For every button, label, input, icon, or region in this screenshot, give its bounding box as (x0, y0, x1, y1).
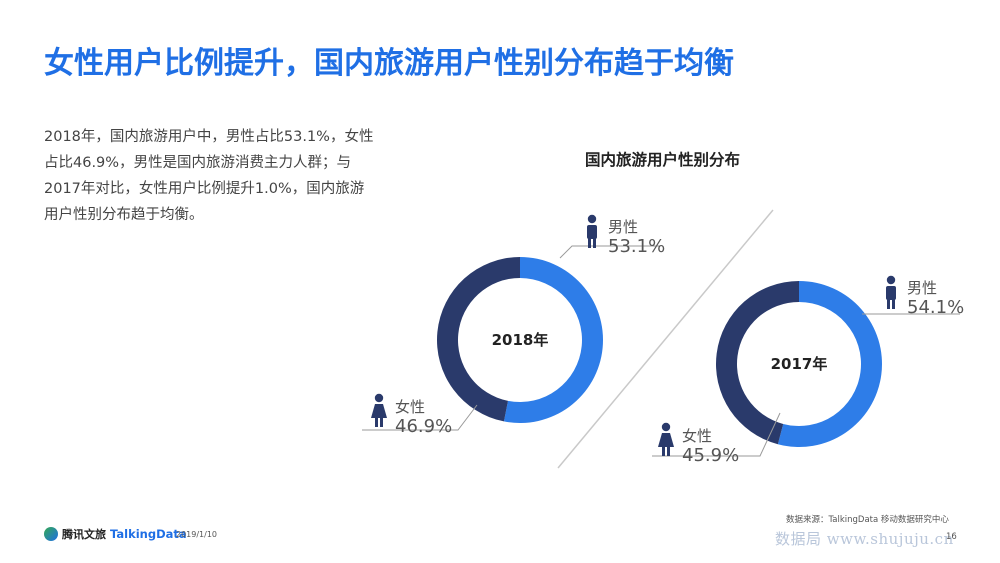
watermark: 数据局 www.shujuju.cn (775, 530, 954, 548)
description-text: 2018年，国内旅游用户中，男性占比53.1%，女性占比46.9%，男性是国内旅… (44, 129, 374, 223)
leader-line-female-1 (652, 412, 781, 457)
tencent-travel-logo: 腾讯文旅 (44, 526, 106, 542)
gender-name-female-0: 女性 (395, 398, 425, 416)
male-person-icon (587, 214, 597, 248)
logo-text: 腾讯文旅 (62, 528, 106, 541)
donut-slice-male-0 (503, 257, 603, 423)
talkingdata-logo: TalkingData (110, 527, 187, 541)
donut-year-label-1: 2017年 (771, 355, 828, 373)
female-person-icon (658, 422, 674, 456)
footer-date: 2019/1/10 (176, 530, 218, 539)
gender-pct-female-1: 45.9% (682, 445, 739, 466)
leader-line-female-0 (362, 404, 478, 431)
data-source: 数据来源：TalkingData 移动数据研究中心 (786, 515, 949, 525)
page-number: 16 (946, 532, 957, 542)
gender-pct-male-0: 53.1% (608, 236, 665, 257)
gender-pct-male-1: 54.1% (907, 297, 964, 318)
leader-line-male-0 (559, 245, 660, 259)
donut-slice-male-1 (777, 281, 883, 448)
page-title: 女性用户比例提升，国内旅游用户性别分布趋于均衡 (44, 46, 734, 81)
gender-name-male-0: 男性 (608, 218, 638, 236)
gender-name-male-1: 男性 (907, 279, 937, 297)
gender-pct-female-0: 46.9% (395, 416, 452, 437)
male-person-icon (886, 275, 896, 309)
donut-slice-female-1 (716, 281, 799, 445)
gender-name-female-1: 女性 (682, 427, 712, 445)
donut-slice-female-0 (437, 257, 520, 422)
logo-icon (44, 527, 58, 541)
chart-title: 国内旅游用户性别分布 (585, 151, 741, 169)
divider-line (557, 209, 774, 469)
female-person-icon (371, 393, 387, 427)
donut-year-label-0: 2018年 (492, 331, 549, 349)
